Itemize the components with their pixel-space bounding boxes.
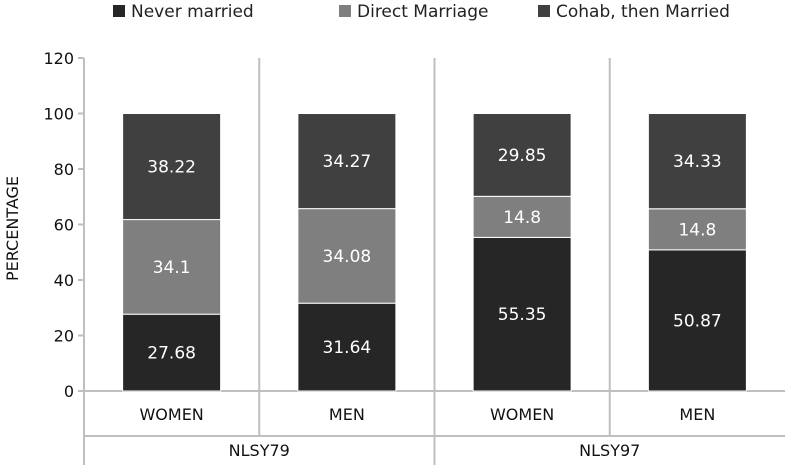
axes: 0 20 40 60 80 100 120 PERCENTAGE WOMEN MEN WOMEN ME… [3,49,785,465]
data-label: 34.08 [323,247,372,267]
y-tick-label: 100 [43,105,74,124]
data-label: 34.33 [673,152,722,172]
bar-segment-cohab-then-married [122,113,222,221]
x-category-label: MEN [329,405,365,424]
y-tick-label: 80 [54,160,74,179]
y-tick-label: 20 [54,327,74,346]
legend-swatch [339,5,351,17]
data-label: 50.87 [673,311,722,331]
bar-segment-never-married [122,313,222,392]
bar-segment-never-married [472,236,572,392]
y-tick-label: 40 [54,271,74,290]
data-label: 55.35 [498,305,547,325]
data-label: 31.64 [323,338,372,358]
x-category-label: MEN [679,405,715,424]
legend-swatch [538,5,550,17]
y-axis-title: PERCENTAGE [3,176,22,281]
bar-segment-never-married [297,302,397,392]
y-tick-label: 120 [43,49,74,68]
data-label: 38.22 [147,158,196,178]
data-label: 27.68 [147,344,196,364]
bar-segment-cohab-then-married [647,113,747,210]
x-group-label: NLSY79 [229,441,290,460]
data-label: 34.27 [323,152,372,172]
bar-segment-never-married [647,249,747,392]
legend-label: Direct Marriage [357,2,488,22]
x-group-label: NLSY97 [579,441,640,460]
y-tick-label: 0 [64,382,74,401]
value-labels: 27.68 34.1 38.22 31.64 34.08 34.27 55.35 14.8 29… [147,146,721,364]
bar-segment-direct-marriage [297,208,397,304]
legend: Never married Direct Marriage Cohab, then … [113,2,730,22]
bar-segment-direct-marriage [647,208,747,251]
x-category-label: WOMEN [139,405,203,424]
data-label: 14.8 [503,208,541,228]
legend-swatch [113,5,125,17]
data-label: 29.85 [498,146,547,166]
bar-segment-cohab-then-married [472,113,572,197]
data-label: 34.1 [153,258,191,278]
x-category-label: WOMEN [490,405,554,424]
bar-segment-direct-marriage [122,219,222,315]
legend-label: Cohab, then Married [556,2,730,22]
bars [122,113,747,392]
legend-label: Never married [131,2,254,22]
y-tick-label: 60 [54,216,74,235]
bar-segment-cohab-then-married [297,113,397,210]
data-label: 14.8 [678,220,716,240]
